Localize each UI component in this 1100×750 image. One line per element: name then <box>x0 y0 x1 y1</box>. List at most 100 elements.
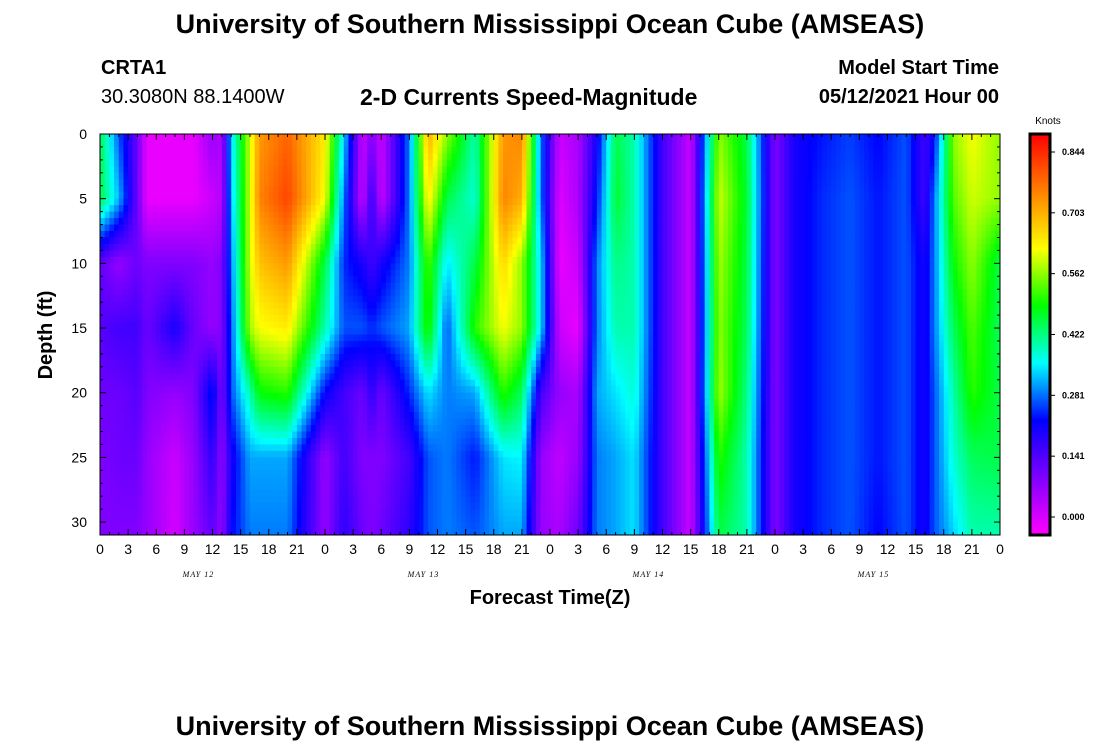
heatmap-cell <box>325 276 331 284</box>
heatmap-cell <box>746 205 753 213</box>
heatmap-cell <box>751 289 757 297</box>
heatmap-cell <box>540 198 546 206</box>
heatmap-cell <box>868 198 875 206</box>
heatmap-cell <box>807 134 814 142</box>
heatmap-cell <box>184 140 190 148</box>
heatmap-cell <box>859 224 865 232</box>
heatmap-cell <box>175 134 181 142</box>
heatmap-cell <box>446 146 453 155</box>
heatmap-cell <box>671 146 678 155</box>
heatmap-cell <box>521 172 528 180</box>
heatmap-cell <box>568 153 575 161</box>
heatmap-cell <box>376 192 382 200</box>
heatmap-cell <box>245 179 251 187</box>
heatmap-cell <box>775 295 781 303</box>
heatmap-cell <box>985 218 992 226</box>
heatmap-cell <box>240 205 246 213</box>
heatmap-cell <box>573 269 579 277</box>
heatmap-cell <box>934 205 940 213</box>
heatmap-cell <box>704 146 710 155</box>
heatmap-cell <box>728 166 734 174</box>
heatmap-cell <box>160 289 167 297</box>
heatmap-cell <box>254 263 260 271</box>
heatmap-cell <box>868 146 875 155</box>
heatmap-cell <box>601 140 607 148</box>
heatmap-cell <box>128 146 134 155</box>
heatmap-cell <box>282 218 289 226</box>
heatmap-cell <box>217 263 223 271</box>
heatmap-cell <box>315 263 321 271</box>
heatmap-cell <box>925 218 931 226</box>
heatmap-cell <box>240 231 246 239</box>
heatmap-cell <box>554 159 560 167</box>
heatmap-cell <box>170 250 176 258</box>
heatmap-cell <box>939 269 945 277</box>
heatmap-cell <box>315 295 321 303</box>
heatmap-cell <box>226 166 232 174</box>
heatmap-cell <box>681 289 687 297</box>
heatmap-cell <box>667 269 673 277</box>
heatmap-cell <box>250 256 256 264</box>
heatmap-cell <box>990 211 996 219</box>
heatmap-cell <box>287 231 293 239</box>
heatmap-cell <box>657 276 664 284</box>
heatmap-cell <box>362 256 368 264</box>
heatmap-cell <box>287 198 293 206</box>
heatmap-cell <box>278 192 284 200</box>
heatmap-cell <box>367 179 373 187</box>
heatmap-cell <box>451 269 457 277</box>
heatmap-cell <box>339 250 345 258</box>
heatmap-cell <box>193 263 200 271</box>
heatmap-cell <box>709 134 715 142</box>
heatmap-cell <box>109 134 115 142</box>
heatmap-cell <box>779 198 785 206</box>
heatmap-cell <box>746 172 753 180</box>
heatmap-cell <box>864 282 870 290</box>
heatmap-cell <box>118 198 125 206</box>
heatmap-cell <box>662 250 668 258</box>
heatmap-cell <box>578 276 584 284</box>
heatmap-cell <box>704 205 710 213</box>
heatmap-cell <box>728 231 734 239</box>
heatmap-cell <box>479 269 485 277</box>
heatmap-cell <box>690 295 696 303</box>
heatmap-cell <box>395 237 401 245</box>
heatmap-cell <box>278 211 284 219</box>
heatmap-cell <box>423 211 429 219</box>
heatmap-cell <box>985 256 992 264</box>
heatmap-cell <box>250 153 256 161</box>
heatmap-cell <box>568 263 575 271</box>
heatmap-cell <box>170 269 176 277</box>
heatmap-cell <box>648 134 654 142</box>
heatmap-cell <box>170 243 176 252</box>
heatmap-cell <box>395 243 401 252</box>
heatmap-cell <box>217 159 223 167</box>
heatmap-cell <box>596 276 603 284</box>
heatmap-cell <box>404 140 410 148</box>
heatmap-cell <box>896 256 903 264</box>
heatmap-cell <box>179 205 185 213</box>
heatmap-cell <box>160 224 167 232</box>
heatmap-cell <box>892 211 898 219</box>
heatmap-cell <box>451 159 457 167</box>
heatmap-cell <box>160 159 167 167</box>
heatmap-cell <box>962 166 968 174</box>
heatmap-cell <box>100 282 106 290</box>
heatmap-cell <box>746 289 753 297</box>
heatmap-cell <box>550 282 556 290</box>
heatmap-cell <box>578 153 584 161</box>
heatmap-cell <box>535 140 542 148</box>
heatmap-cell <box>109 269 115 277</box>
heatmap-cell <box>578 134 584 142</box>
heatmap-cell <box>118 276 125 284</box>
heatmap-cell <box>704 185 710 193</box>
heatmap-cell <box>226 243 232 252</box>
heatmap-cell <box>545 243 551 252</box>
heatmap-cell <box>742 211 748 219</box>
heatmap-cell <box>348 166 354 174</box>
heatmap-cell <box>779 153 785 161</box>
heatmap-cell <box>671 153 678 161</box>
heatmap-cell <box>990 276 996 284</box>
heatmap-cell <box>962 211 968 219</box>
heatmap-cell <box>451 140 457 148</box>
